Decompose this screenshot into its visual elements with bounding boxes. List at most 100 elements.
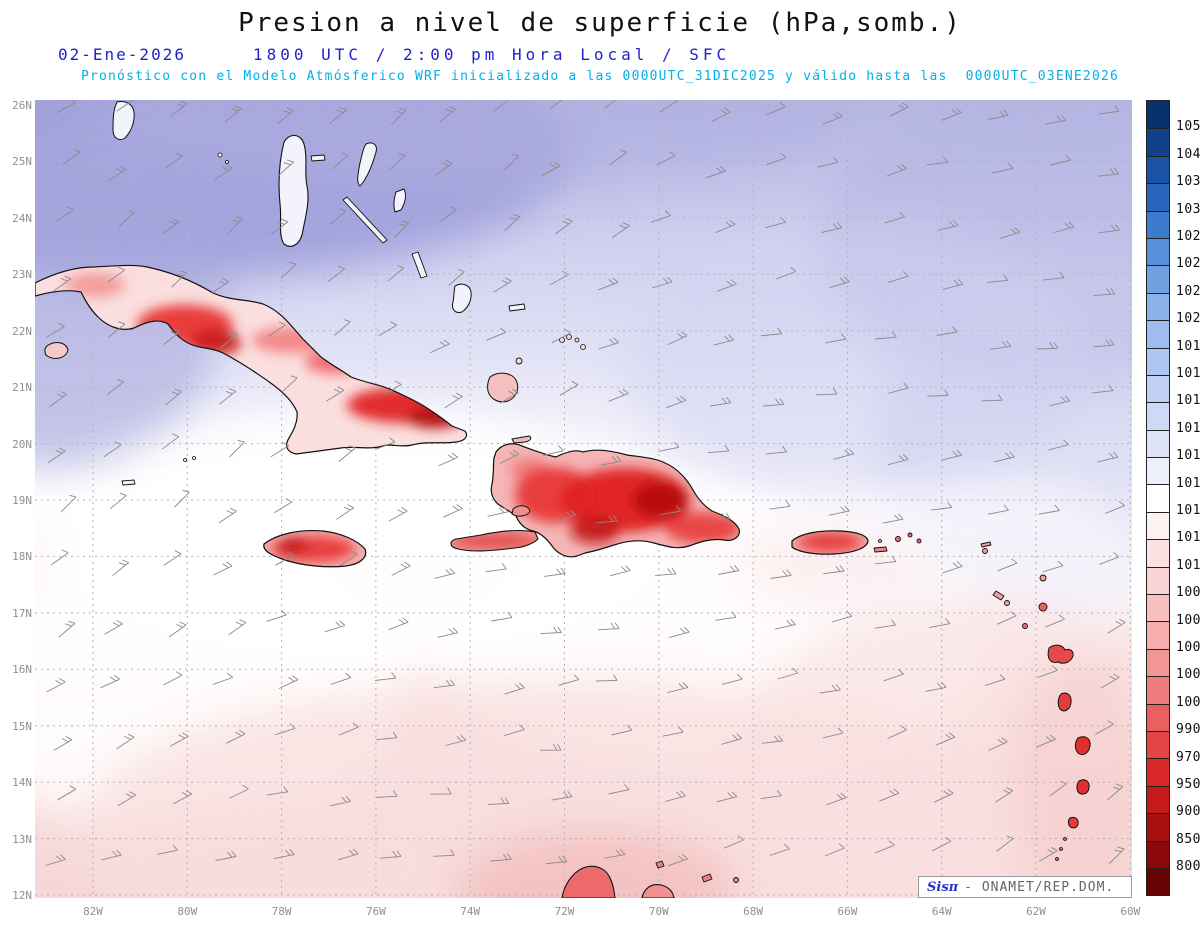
guadeloupe	[1047, 644, 1074, 664]
colorbar-cell	[1147, 457, 1169, 485]
lat-tick-label: 12N	[12, 889, 32, 902]
pressure-map-svg	[0, 20, 1200, 927]
lat-tick-label: 23N	[12, 268, 32, 282]
colorbar-tick-label: 1000	[1176, 694, 1200, 710]
colorbar-cell	[1147, 320, 1169, 348]
great-inagua	[487, 372, 519, 403]
lat-tick-label: 24N	[12, 211, 32, 225]
lon-tick-label: 78W	[271, 905, 292, 918]
curacao	[701, 873, 713, 883]
attribution-text: - ONAMET/REP.DOM.	[964, 879, 1115, 895]
lat-tick-label: 20N	[12, 437, 32, 451]
colorbar-tick-label: 1025	[1176, 256, 1200, 272]
virgin-island	[907, 532, 913, 538]
colorbar-tick-label: 900	[1176, 804, 1200, 820]
st-kitts	[992, 590, 1005, 601]
turks-caicos	[566, 334, 572, 340]
lat-tick-label: 17N	[12, 606, 32, 620]
colorbar-tick-label: 1012	[1176, 530, 1200, 546]
colorbar-tick-label: 1014	[1176, 475, 1200, 491]
little-inagua	[515, 357, 523, 365]
colorbar-cell	[1147, 101, 1169, 129]
colorbar-cell	[1147, 539, 1169, 567]
colorbar-cell	[1147, 566, 1169, 595]
lat-tick-label: 26N	[12, 99, 32, 112]
colorbar-cell	[1147, 237, 1169, 266]
lon-tick-label: 80W	[177, 905, 198, 918]
paraguana-peninsula	[641, 884, 675, 899]
lon-tick-label: 62W	[1026, 905, 1046, 918]
eleuthera	[357, 142, 377, 187]
colorbar-cell	[1147, 484, 1169, 512]
bonaire	[733, 877, 739, 883]
grenadine-cay	[1063, 837, 1067, 841]
colorbar-tick-label: 1008	[1176, 585, 1200, 601]
grenadine-cay	[1059, 847, 1063, 851]
chart-title: Presion a nivel de superficie (hPa,somb.…	[238, 8, 962, 38]
colorbar-cell	[1147, 155, 1169, 184]
colorbar-cell	[1147, 402, 1169, 430]
cayman-brac	[192, 456, 196, 460]
wind-barbs	[45, 92, 1126, 867]
lat-tick-label: 15N	[12, 719, 32, 733]
dominica	[1057, 692, 1072, 712]
colorbar-tick-label: 1019	[1176, 338, 1200, 354]
turks-caicos	[574, 337, 580, 343]
barbuda	[1039, 574, 1047, 582]
isla-juventud	[44, 342, 69, 359]
grenadine-cay	[1055, 857, 1059, 861]
little-cayman	[183, 458, 187, 462]
virgin-island	[916, 538, 922, 544]
colorbar-cell	[1147, 210, 1169, 238]
colorbar-cell	[1147, 511, 1169, 540]
colorbar-cell	[1147, 730, 1169, 759]
martinique	[1074, 736, 1091, 756]
model-run-info: Pronóstico con el Modelo Atmósferico WRF…	[80, 69, 1120, 84]
culebra-island	[878, 539, 882, 543]
lon-tick-label: 68W	[743, 905, 764, 918]
exuma-chain	[342, 196, 388, 244]
lon-tick-label: 74W	[460, 905, 481, 918]
lon-tick-label: 60W	[1120, 905, 1141, 918]
forecast-date: 02-Ene-2026	[58, 45, 186, 64]
vieques-island	[873, 546, 888, 553]
colorbar-cell	[1147, 374, 1169, 403]
turks-caicos	[580, 344, 586, 350]
colorbar-tick-label: 1016	[1176, 420, 1200, 436]
tortuga-island	[511, 435, 532, 444]
colorbar-cell	[1147, 265, 1169, 293]
montserrat	[1022, 623, 1028, 629]
colorbar-tick-label: 800	[1176, 859, 1200, 875]
crooked-acklins	[452, 283, 472, 313]
map-area	[0, 20, 1200, 927]
colorbar-tick-label: 1017	[1176, 393, 1200, 409]
grand-cayman	[121, 479, 136, 486]
cat-island	[393, 188, 406, 213]
colorbar-tick-label: 1013	[1176, 503, 1200, 518]
puerto-rico-terrain-shading	[798, 533, 862, 551]
lat-tick-label: 13N	[12, 832, 32, 846]
colorbar-cell	[1147, 594, 1169, 622]
colorbar-tick-label: 1030	[1176, 201, 1200, 217]
colorbar-cell	[1147, 648, 1169, 677]
colorbar-tick-label: 1035	[1176, 174, 1200, 190]
colorbar-cell	[1147, 621, 1169, 649]
colorbar-tick-label: 1020	[1176, 311, 1200, 327]
colorbar-cell	[1147, 867, 1169, 896]
colorbar-tick-label: 1006	[1176, 612, 1200, 628]
lon-tick-label: 72W	[554, 905, 575, 918]
colorbar-tick-label: 1010	[1176, 557, 1200, 573]
colorbar-cell	[1147, 292, 1169, 321]
lat-tick-label: 14N	[12, 776, 32, 790]
colorbar-tick-label: 1022	[1176, 283, 1200, 299]
antigua	[1038, 602, 1048, 612]
colorbar-tick-label: 1050	[1176, 119, 1200, 135]
nevis	[1004, 600, 1010, 606]
colorbar-tick-label: 1004	[1176, 640, 1200, 655]
virgin-island	[895, 536, 901, 542]
colorbar-cell	[1147, 840, 1169, 868]
colorbar-tick-label: 1040	[1176, 146, 1200, 162]
colorbar-cell	[1147, 785, 1169, 814]
bahama-cay	[225, 160, 229, 164]
